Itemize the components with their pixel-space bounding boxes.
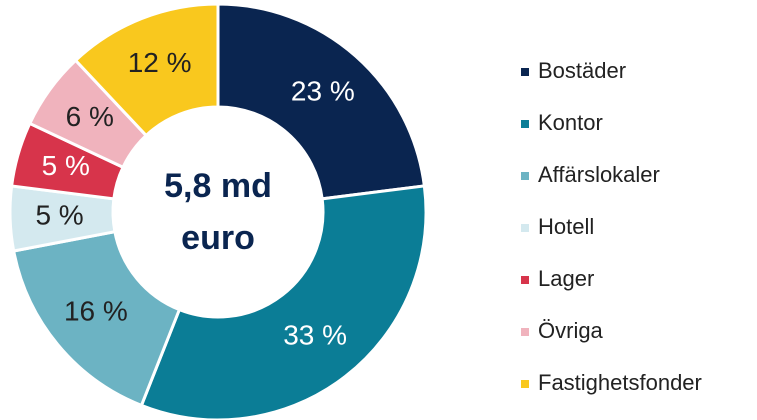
- legend-label: Fastighetsfonder: [538, 370, 702, 395]
- legend-label: Kontor: [538, 110, 603, 135]
- legend-swatch: [521, 172, 529, 180]
- value-label: 16 %: [64, 295, 128, 326]
- legend-swatch: [521, 224, 529, 232]
- legend-swatch: [521, 380, 529, 388]
- legend-label: Affärslokaler: [538, 162, 660, 187]
- slice: [139, 184, 428, 420]
- value-label: 23 %: [291, 75, 355, 106]
- value-label: 6 %: [66, 101, 114, 132]
- value-label: 5 %: [35, 199, 83, 230]
- center-text: 5,8 md: [164, 167, 272, 205]
- legend-label: Hotell: [538, 214, 594, 239]
- legend-swatch: [521, 120, 529, 128]
- legend-label: Övriga: [538, 318, 604, 343]
- center-text: euro: [181, 219, 255, 257]
- legend-swatch: [521, 276, 529, 284]
- value-label: 5 %: [42, 150, 90, 181]
- slice: [11, 229, 182, 408]
- slice: [216, 2, 427, 201]
- slice: [73, 2, 220, 138]
- value-label: 33 %: [283, 320, 347, 351]
- legend-label: Bostäder: [538, 58, 626, 83]
- legend-swatch: [521, 68, 529, 76]
- legend-swatch: [521, 328, 529, 336]
- legend-label: Lager: [538, 266, 594, 291]
- value-label: 12 %: [128, 47, 192, 78]
